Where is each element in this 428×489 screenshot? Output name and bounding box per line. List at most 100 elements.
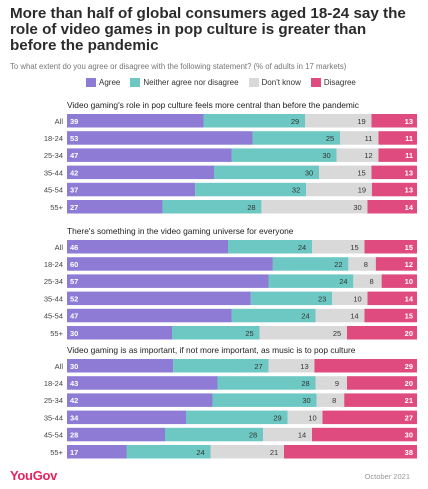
data-label-agree: 28: [70, 431, 78, 440]
data-label-neither: 27: [254, 362, 262, 371]
data-label-agree: 34: [70, 413, 79, 422]
data-label-dont-know: 9: [335, 379, 339, 388]
data-label-neither: 30: [305, 168, 313, 177]
bar-segment-agree: [67, 326, 172, 340]
bar-segment-dont-know: [315, 308, 365, 323]
bar-segment-neither: [186, 410, 288, 425]
bar-segment-neither: [173, 359, 269, 373]
data-label-agree: 37: [70, 186, 78, 195]
data-label-dont-know: 13: [300, 362, 308, 371]
bar-segment-agree: [67, 393, 213, 407]
bar-segment-neither: [252, 131, 340, 145]
data-label-neither: 28: [301, 379, 309, 388]
data-label-neither: 24: [196, 448, 204, 457]
bar-segment-neither: [214, 165, 319, 180]
bar-segment-neither: [212, 393, 317, 407]
bar-segment-dont-know: [287, 410, 323, 425]
bar-segment-disagree: [364, 240, 417, 254]
bar-segment-neither: [268, 274, 354, 288]
data-label-disagree: 20: [405, 329, 413, 338]
bar-segment-neither: [126, 445, 211, 459]
bar-segment-neither: [272, 257, 349, 271]
bar-segment-dont-know: [210, 445, 284, 459]
bar-segment-disagree: [322, 410, 417, 425]
bar-segment-neither: [172, 326, 260, 340]
data-label-disagree: 27: [405, 413, 413, 422]
bar-segment-neither: [217, 376, 316, 390]
bar-segment-agree: [67, 257, 273, 271]
bar-segment-disagree: [367, 200, 417, 214]
legend-swatch-disagree: [310, 77, 321, 87]
category-label: 25-34: [44, 277, 63, 286]
bar-segment-neither: [162, 200, 262, 214]
data-label-agree: 27: [70, 203, 78, 212]
bar-segment-agree: [67, 445, 127, 459]
bar-segment-agree: [67, 182, 196, 197]
data-label-dont-know: 8: [370, 277, 374, 286]
category-label: 55+: [50, 329, 63, 338]
data-label-dont-know: 21: [270, 448, 278, 457]
data-label-disagree: 20: [405, 379, 413, 388]
bar-segment-disagree: [371, 182, 417, 197]
data-label-disagree: 38: [405, 448, 413, 457]
category-label: 35-44: [44, 294, 63, 303]
data-label-disagree: 15: [405, 243, 413, 252]
data-label-neither: 24: [298, 243, 306, 252]
category-label: 25-34: [44, 151, 63, 160]
data-label-dont-know: 30: [353, 203, 361, 212]
data-label-agree: 57: [70, 277, 78, 286]
legend-item-neither: Neither agree nor disagree: [130, 77, 239, 87]
data-label-neither: 22: [334, 260, 342, 269]
legend-swatch-dont-know: [248, 77, 259, 87]
bar-segment-neither: [228, 240, 312, 254]
bar-segment-dont-know: [316, 393, 345, 407]
category-label: All: [55, 243, 64, 252]
data-label-disagree: 30: [405, 431, 413, 440]
data-label-disagree: 29: [405, 362, 413, 371]
data-label-neither: 25: [245, 329, 253, 338]
data-label-disagree: 12: [405, 260, 413, 269]
data-label-agree: 30: [70, 329, 78, 338]
bar-segment-agree: [67, 427, 165, 442]
panel-title: Video gaming is as important, if not mor…: [67, 345, 356, 355]
data-label-dont-know: 14: [298, 431, 306, 440]
data-label-neither: 30: [322, 151, 330, 160]
bar-segment-disagree: [364, 308, 417, 323]
data-label-neither: 24: [301, 312, 309, 321]
category-label: 55+: [50, 203, 63, 212]
data-label-disagree: 13: [405, 168, 413, 177]
data-label-dont-know: 11: [365, 134, 373, 143]
legend-item-dont-know: Don't know: [248, 77, 301, 87]
bar-segment-disagree: [314, 359, 417, 373]
data-label-disagree: 15: [405, 312, 413, 321]
data-label-dont-know: 15: [357, 168, 365, 177]
data-label-disagree: 10: [405, 277, 413, 286]
bar-segment-disagree: [347, 326, 417, 340]
data-label-dont-know: 15: [350, 243, 358, 252]
data-label-disagree: 14: [405, 203, 414, 212]
legend-label-agree: Agree: [99, 77, 121, 87]
bar-segment-dont-know: [336, 148, 379, 162]
category-label: 18-24: [44, 134, 63, 143]
bar-segment-disagree: [378, 148, 417, 162]
chart-subtitle: To what extent do you agree or disagree …: [10, 62, 347, 71]
category-label: All: [55, 117, 64, 126]
legend-item-agree: Agree: [86, 77, 121, 87]
bar-segment-agree: [67, 148, 232, 162]
category-label: All: [55, 362, 64, 371]
bar-segment-dont-know: [305, 114, 372, 128]
legend-swatch-neither: [130, 77, 141, 87]
bar-segment-dont-know: [261, 200, 368, 214]
bar-segment-agree: [67, 165, 214, 180]
bar-segment-agree: [67, 376, 218, 390]
data-label-agree: 52: [70, 294, 78, 303]
data-label-agree: 53: [70, 134, 78, 143]
bar-segment-disagree: [378, 131, 417, 145]
bar-segment-disagree: [371, 165, 417, 180]
yougov-logo: YouGov: [10, 468, 58, 483]
bar-segment-disagree: [371, 114, 417, 128]
category-label: 25-34: [44, 396, 63, 405]
bar-segment-dont-know: [259, 326, 347, 340]
bar-segment-dont-know: [340, 131, 379, 145]
bar-segment-agree: [67, 200, 163, 214]
